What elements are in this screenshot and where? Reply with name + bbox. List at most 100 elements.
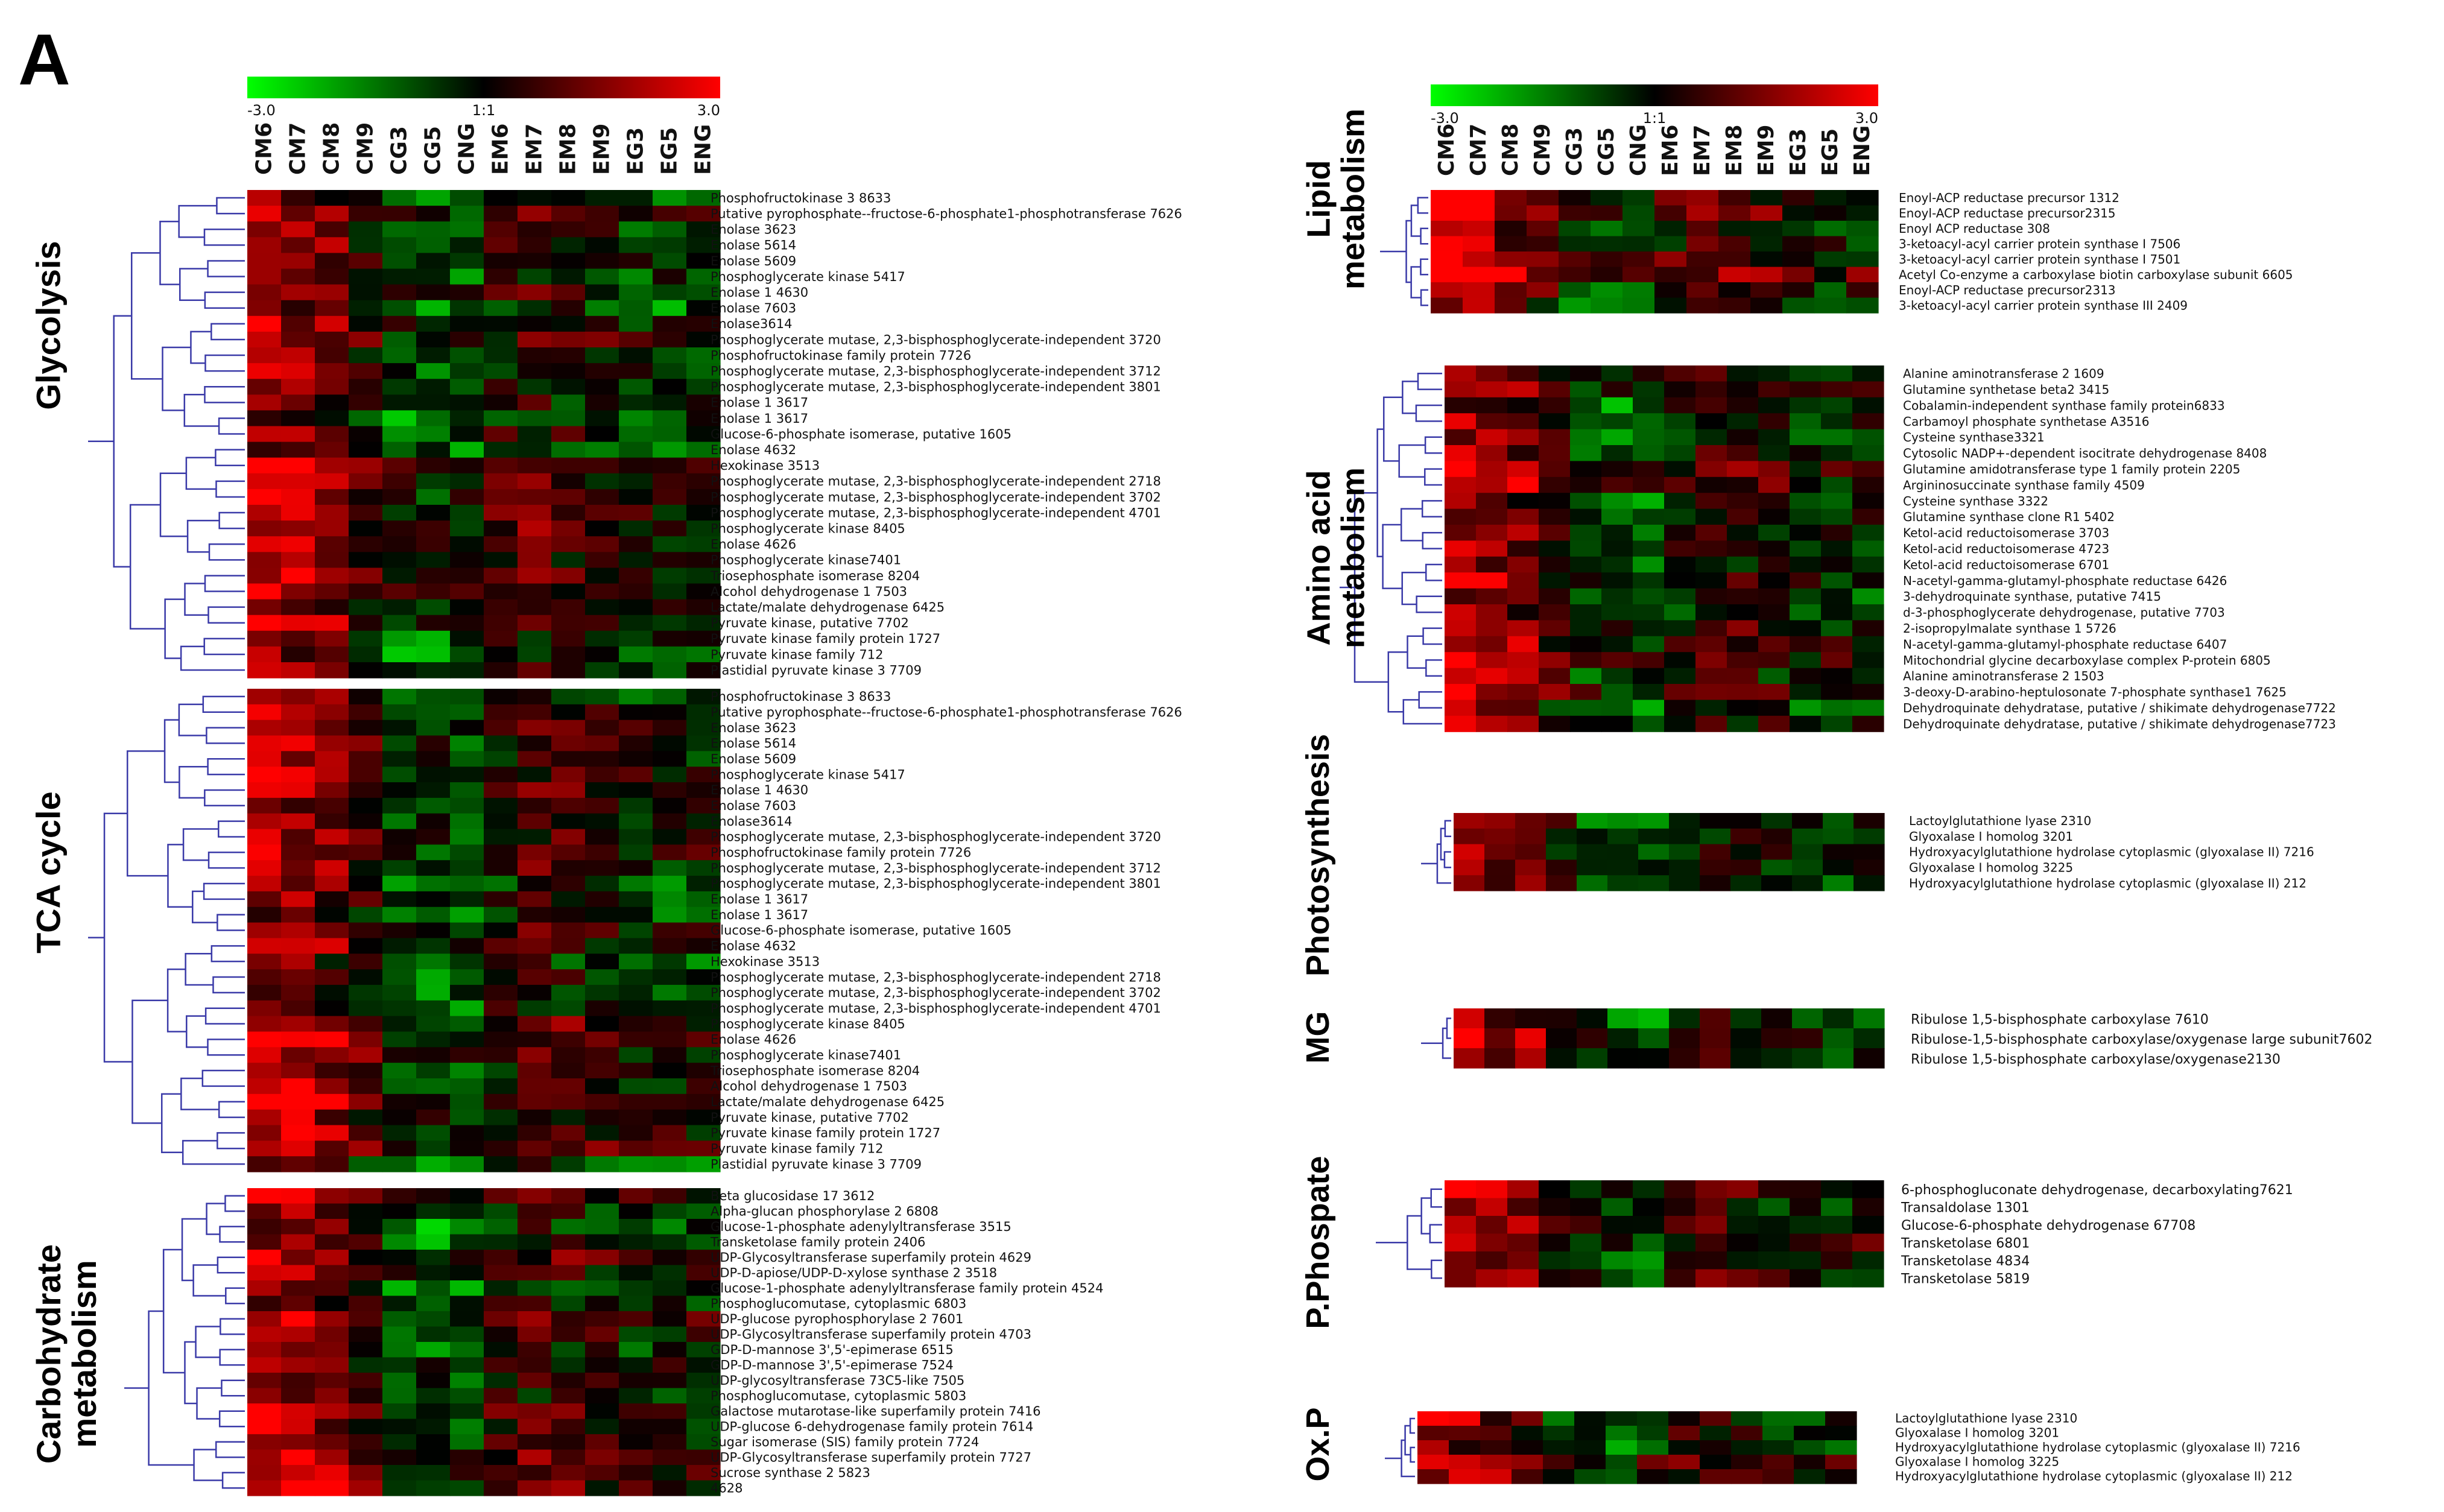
heatmap-cell: [382, 954, 417, 970]
heatmap-cell: [1758, 445, 1790, 461]
heatmap-cell: [1664, 445, 1696, 461]
row-label: Cysteine synthase3321: [1903, 430, 2045, 444]
heatmap-cell: [247, 630, 282, 647]
heatmap-cell: [247, 1265, 282, 1281]
heatmap-cell: [585, 1078, 619, 1095]
heatmap-cell: [315, 300, 349, 317]
row-label: Transketolase 6801: [1901, 1236, 2030, 1251]
heatmap-cell: [247, 767, 282, 783]
heatmap-cell: [416, 1434, 451, 1450]
heatmap-cell: [619, 954, 653, 970]
column-label-CM7: CM7: [1466, 124, 1491, 176]
heatmap-cell: [551, 206, 586, 222]
heatmap-cell: [416, 646, 451, 663]
heatmap-cell: [551, 1465, 586, 1481]
heatmap-cell: [1669, 828, 1700, 845]
heatmap-cell: [1790, 540, 1822, 557]
dendrogram-branch: [1417, 197, 1428, 214]
heatmap-cell: [1664, 588, 1696, 605]
heatmap-cell: [450, 1234, 484, 1250]
heatmap-cell: [1695, 413, 1727, 430]
row-label: Phosphoglycerate kinase7401: [711, 1048, 901, 1062]
column-label-CM6: CM6: [1434, 124, 1459, 176]
heatmap-cell: [1559, 190, 1591, 206]
heatmap-cell: [686, 1480, 721, 1496]
heatmap-cell: [484, 363, 518, 379]
heatmap-cell: [1664, 365, 1696, 382]
heatmap-cell: [686, 751, 721, 767]
heatmap-cell: [1539, 1233, 1571, 1252]
dendrogram-branch: [103, 812, 133, 1063]
heatmap-cell: [653, 599, 687, 616]
heatmap-cell: [1695, 525, 1727, 541]
row-label: Pyruvate kinase, putative 7702: [711, 616, 909, 630]
heatmap-cell: [1727, 1198, 1759, 1216]
heatmap-cell: [1854, 1048, 1885, 1069]
heatmap-cell: [653, 938, 687, 954]
heatmap-cell: [1686, 190, 1719, 206]
heatmap-cell: [518, 1265, 552, 1281]
heatmap-cell: [315, 1000, 349, 1017]
heatmap-cell: [518, 1449, 552, 1466]
heatmap-cell: [450, 284, 484, 301]
heatmap-cell: [349, 797, 383, 814]
heatmap-cell: [382, 253, 417, 270]
heatmap-cell: [416, 1342, 451, 1358]
heatmap-cell: [1539, 652, 1571, 669]
heatmap-cell: [551, 190, 586, 206]
column-label-EG5: EG5: [1818, 128, 1843, 176]
heatmap-cell: [619, 1265, 653, 1281]
dendrogram-branch: [1442, 1027, 1451, 1059]
heatmap-cell: [653, 829, 687, 845]
heatmap-cell: [1669, 1048, 1700, 1069]
heatmap-cell: [1445, 365, 1477, 382]
heatmap-cell: [1607, 875, 1639, 891]
heatmap-cell: [247, 1465, 282, 1481]
heatmap-cell: [518, 1109, 552, 1126]
heatmap-cell: [653, 1109, 687, 1126]
heatmap-cell: [315, 1449, 349, 1466]
heatmap-cell: [1727, 461, 1759, 478]
heatmap-cell: [619, 300, 653, 317]
heatmap-cell: [1731, 1411, 1763, 1426]
heatmap-cell: [1758, 700, 1790, 716]
heatmap-cell: [247, 860, 282, 876]
heatmap-cell: [653, 1140, 687, 1157]
row-label: Phosphoglycerate kinase 5417: [711, 767, 905, 782]
heatmap-cell: [1591, 267, 1623, 283]
dendrogram-branch: [186, 1015, 208, 1048]
dendrogram-branch: [1425, 659, 1442, 677]
heatmap-cell: [416, 1388, 451, 1404]
heatmap-cell: [450, 751, 484, 767]
heatmap-cell: [619, 489, 653, 505]
heatmap-cell: [518, 520, 552, 537]
heatmap-cell: [416, 1047, 451, 1063]
heatmap-cell: [686, 379, 721, 395]
heatmap-cell: [315, 922, 349, 939]
heatmap-cell: [247, 1188, 282, 1204]
heatmap-cell: [416, 583, 451, 600]
heatmap-cell: [619, 1125, 653, 1141]
heatmap-cell: [653, 1078, 687, 1095]
heatmap-cell: [551, 1063, 586, 1079]
heatmap-cell: [382, 1480, 417, 1496]
heatmap-cell: [1852, 445, 1884, 461]
section-label-oxp: Ox.P: [1300, 1407, 1336, 1481]
dendrogram-branch: [130, 252, 163, 380]
heatmap-cell: [1668, 1440, 1700, 1455]
row-label: Transketolase 5819: [1901, 1272, 2030, 1287]
heatmap-cell: [1601, 508, 1633, 525]
heatmap-cell: [1638, 828, 1670, 845]
heatmap-cell: [585, 646, 619, 663]
heatmap-cell: [1449, 1440, 1481, 1455]
dendrogram-branch: [1420, 258, 1428, 276]
heatmap-cell: [1512, 1426, 1543, 1441]
row-label: Phosphoglycerate mutase, 2,3-bisphosphog…: [711, 830, 1161, 844]
heatmap-cell: [686, 599, 721, 616]
heatmap-cell: [349, 190, 383, 206]
heatmap-cell: [1507, 413, 1539, 430]
heatmap-cell: [1852, 1251, 1884, 1270]
heatmap-cell: [1852, 700, 1884, 716]
heatmap-cell: [518, 630, 552, 647]
heatmap-cell: [484, 1063, 518, 1079]
